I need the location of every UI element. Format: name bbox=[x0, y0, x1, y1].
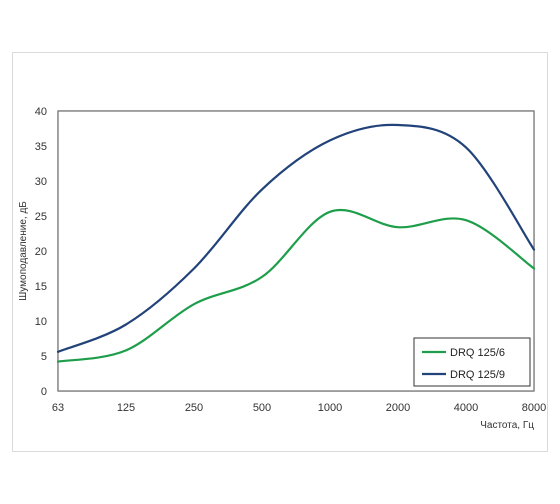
legend-label-2: DRQ 125/9 bbox=[450, 369, 505, 381]
y-tick-label: 5 bbox=[41, 351, 47, 363]
y-tick-labels: 0 5 10 15 20 25 30 35 40 bbox=[35, 106, 47, 398]
y-tick-label: 20 bbox=[35, 246, 47, 258]
y-tick-label: 25 bbox=[35, 211, 47, 223]
x-tick-label: 2000 bbox=[386, 402, 410, 414]
plot-border bbox=[57, 110, 535, 392]
y-tick-label: 35 bbox=[35, 141, 47, 153]
series-layer bbox=[56, 123, 536, 363]
series-line-2 bbox=[56, 123, 536, 353]
x-tick-label: 1000 bbox=[318, 402, 342, 414]
x-tick-label: 8000 bbox=[522, 402, 546, 414]
legend: DRQ 125/6 DRQ 125/9 bbox=[413, 337, 531, 387]
x-tick-label: 125 bbox=[117, 402, 135, 414]
x-tick-label: 63 bbox=[52, 402, 64, 414]
legend-label-1: DRQ 125/6 bbox=[450, 347, 505, 359]
y-tick-label: 40 bbox=[35, 106, 47, 118]
x-tick-labels: 63 125 250 500 1000 2000 4000 8000 bbox=[52, 402, 546, 414]
y-axis-label: Шумоподавление, дБ bbox=[18, 201, 29, 301]
x-tick-label: 250 bbox=[185, 402, 203, 414]
series-line-1 bbox=[56, 209, 536, 363]
y-tick-label: 30 bbox=[35, 176, 47, 188]
x-tick-label: 4000 bbox=[454, 402, 478, 414]
y-tick-label: 10 bbox=[35, 316, 47, 328]
y-tick-label: 15 bbox=[35, 281, 47, 293]
legend-box bbox=[413, 337, 531, 387]
y-tick-label: 0 bbox=[41, 386, 47, 398]
x-axis-label: Частота, Гц bbox=[480, 420, 534, 431]
x-tick-label: 500 bbox=[253, 402, 271, 414]
